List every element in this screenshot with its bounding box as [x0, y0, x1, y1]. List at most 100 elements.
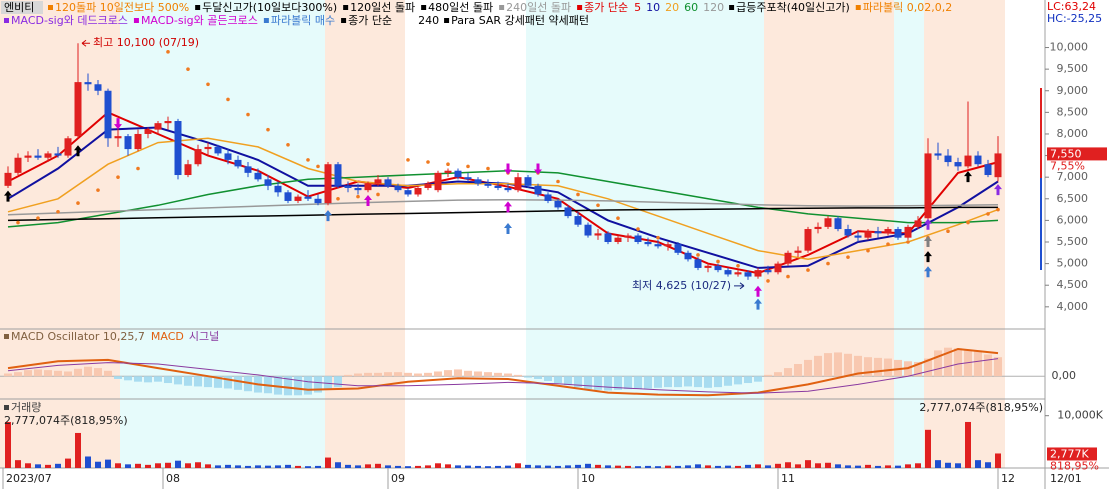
- sar-dot: [36, 216, 40, 221]
- candle-body: [324, 164, 332, 204]
- volume-bar: [135, 463, 141, 468]
- legend-item: 120일선 돌파: [350, 0, 415, 14]
- candle-body: [654, 244, 662, 247]
- candle-body: [564, 207, 572, 217]
- legend-item: 5: [634, 1, 641, 14]
- signal-arrow: [74, 145, 82, 157]
- volume-bar: [495, 465, 501, 468]
- sar-dot: [76, 201, 80, 205]
- oscillator-bar: [854, 355, 862, 377]
- legend-swatch: [499, 5, 505, 10]
- candle-body: [444, 170, 452, 173]
- legend-item: 두달신고가(10일보다300%): [202, 0, 337, 14]
- candle-body: [864, 231, 872, 238]
- candle-body: [394, 185, 402, 191]
- legend-item: 240: [418, 14, 439, 27]
- oscillator-bar: [744, 376, 752, 384]
- volume-bar: [525, 464, 531, 468]
- oscillator-bar: [394, 372, 402, 377]
- volume-bar: [905, 464, 911, 468]
- sar-dot: [556, 179, 560, 184]
- oscillator-bar: [924, 358, 932, 377]
- y-tick-label: 8,000: [1057, 127, 1089, 140]
- sar-dot: [886, 242, 890, 246]
- oscillator-bar: [734, 376, 742, 385]
- volume-bar: [975, 460, 981, 468]
- sar-dot: [716, 259, 720, 264]
- candle-body: [954, 162, 962, 167]
- volume-bar: [285, 464, 291, 468]
- volume-bar: [825, 462, 831, 468]
- volume-bar: [305, 466, 311, 468]
- volume-bar: [455, 465, 461, 468]
- oscillator-bar: [434, 371, 442, 377]
- oscillator-bar: [514, 374, 522, 377]
- oscillator-bar: [54, 370, 62, 377]
- oscillator-bar: [424, 372, 432, 377]
- candle-body: [704, 265, 712, 268]
- signal-arrow: [924, 218, 932, 230]
- legend-swatch: [729, 5, 735, 10]
- volume-bar: [435, 463, 441, 468]
- volume-bar: [205, 464, 211, 468]
- candle-body: [304, 196, 312, 199]
- candle-body: [544, 194, 552, 201]
- volume-bar: [225, 464, 231, 468]
- sar-dot: [316, 164, 320, 169]
- sar-dot: [846, 255, 850, 259]
- annotation-arrow: [81, 39, 90, 47]
- price-tag: [1047, 147, 1107, 161]
- candle-body: [764, 270, 772, 273]
- sar-dot: [16, 220, 20, 225]
- candle-body: [94, 84, 102, 91]
- y-tick-label: 7,000: [1057, 170, 1089, 183]
- volume-bar: [115, 463, 121, 468]
- signal-arrow: [504, 223, 512, 235]
- candle-body: [84, 82, 92, 85]
- x-tick-label: 2023/07: [6, 472, 52, 485]
- oscillator-bar: [144, 376, 152, 383]
- volume-bar: [565, 465, 571, 468]
- oscillator-bar: [174, 376, 182, 385]
- candle-body: [44, 153, 52, 158]
- volume-bar: [795, 464, 801, 468]
- sar-dot: [946, 229, 950, 233]
- oscillator-bar: [504, 373, 512, 377]
- legend-item: 60: [684, 1, 698, 14]
- chart-title: 엔비티: [4, 1, 34, 14]
- oscillator-bar: [154, 376, 162, 382]
- candle-body: [344, 185, 352, 188]
- signal-arrow: [924, 251, 932, 263]
- volume-bar: [545, 465, 551, 468]
- candle-body: [614, 237, 622, 243]
- candle-body: [584, 224, 592, 236]
- oscillator-bar: [714, 376, 722, 388]
- oscillator-bar: [104, 370, 112, 377]
- volume-bar: [475, 465, 481, 468]
- sar-dot: [656, 235, 660, 240]
- volume-bar: [275, 465, 281, 468]
- legend-item: 120: [703, 1, 724, 14]
- oscillator-bar: [894, 359, 902, 377]
- volume-bar: [505, 465, 511, 468]
- candle-body: [834, 218, 842, 230]
- oscillator-bar: [654, 376, 662, 388]
- oscillator-bar: [494, 372, 502, 377]
- candle-body: [384, 179, 392, 186]
- volume-bar: [385, 465, 391, 468]
- y-tick-label: 10,000K: [1057, 409, 1103, 422]
- oscillator-bar: [994, 357, 1002, 377]
- sar-dot: [736, 263, 740, 268]
- oscillator-bar: [624, 376, 632, 390]
- signal-arrow: [4, 190, 12, 202]
- candle-body: [504, 187, 512, 191]
- candle-body: [644, 242, 652, 245]
- signal-arrow: [924, 266, 932, 278]
- volume-bar: [765, 465, 771, 468]
- candle-body: [634, 235, 642, 243]
- legend-item: 480일선 돌파: [428, 0, 493, 14]
- volume-bar: [985, 462, 991, 468]
- volume-bar: [145, 464, 151, 468]
- volume-bar: [955, 463, 961, 468]
- legend-item: 파라볼릭 매수: [271, 14, 335, 27]
